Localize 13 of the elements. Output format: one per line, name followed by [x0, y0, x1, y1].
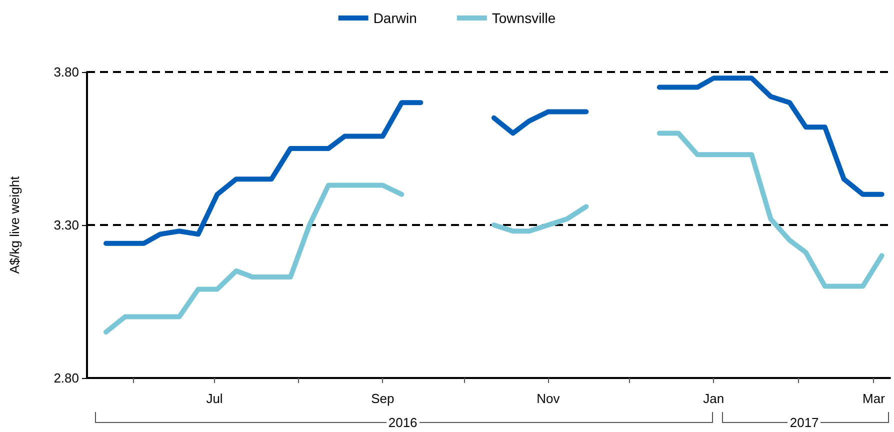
text: 2017 [788, 415, 821, 430]
x-tick-label: Nov [536, 391, 560, 406]
y-tick-label: 3.80 [54, 64, 79, 80]
x-tick-label: Jan [703, 391, 724, 406]
legend-label: Townsville [492, 10, 556, 26]
x-tick-label: Sep [371, 391, 394, 406]
text: 2016 [386, 415, 420, 430]
y-tick-label: 3.30 [54, 218, 79, 232]
y-axis-title: A$/kg live weight [7, 176, 22, 274]
x-tick-label: Jul [206, 391, 223, 406]
legend-label: Darwin [373, 10, 417, 26]
y-tick-label: 2.80 [54, 370, 79, 386]
x-tick-label: Mar [862, 391, 886, 406]
